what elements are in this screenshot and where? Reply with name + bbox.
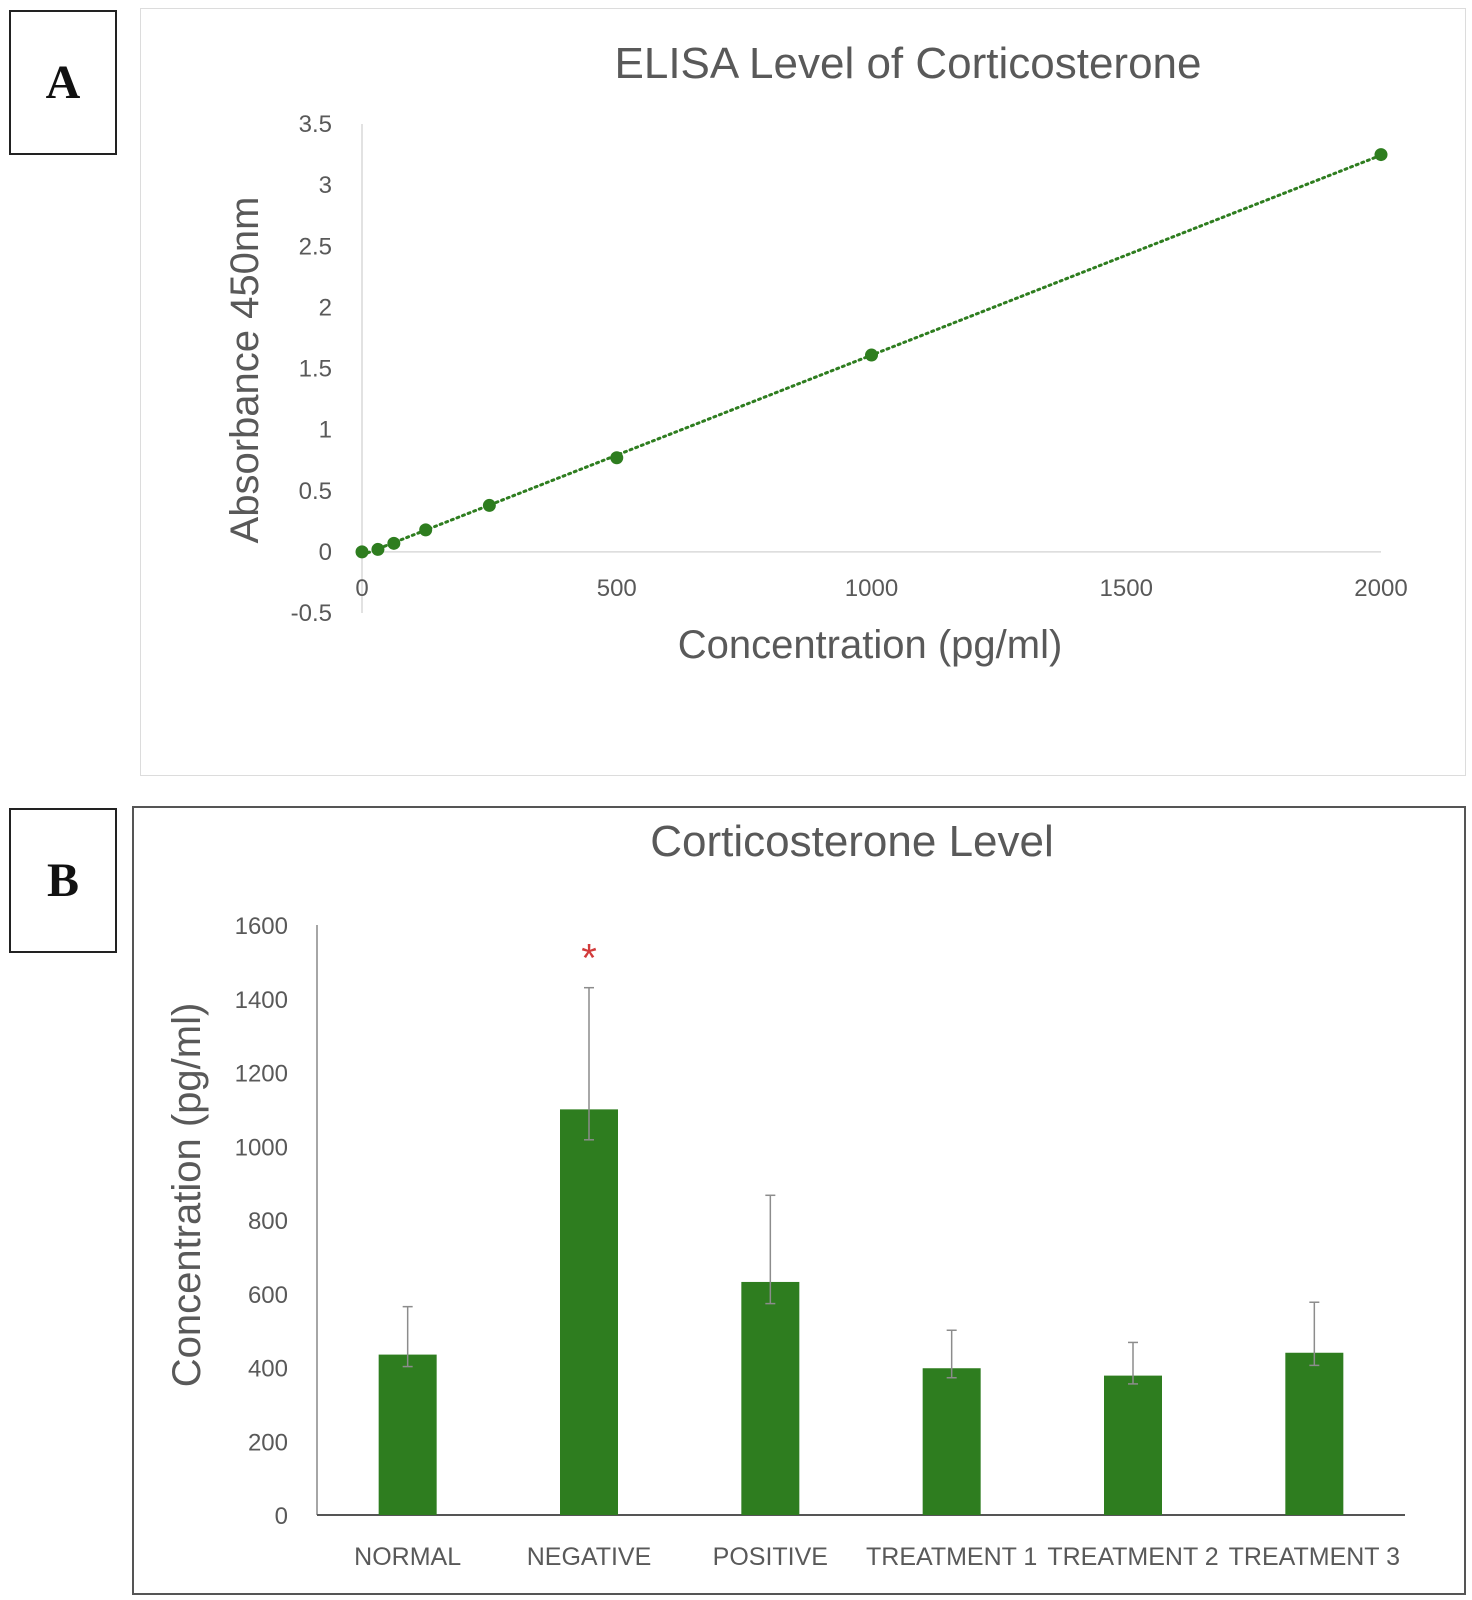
chart-b-category-label: TREATMENT 2 (1047, 1543, 1218, 1571)
chart-a-data-point (371, 542, 385, 556)
chart-b-title: Corticosterone Level (650, 817, 1054, 866)
standard-curve-panel (140, 8, 1466, 776)
chart-b-y-tick-label: 1000 (235, 1134, 288, 1161)
chart-a-y-tick-label: 1.5 (299, 356, 332, 383)
chart-a-y-axis-title: Absorbance 450nm (223, 197, 267, 544)
chart-a-y-tick-label: 1 (319, 417, 332, 444)
chart-b-y-tick-label: 1600 (235, 913, 288, 940)
chart-b-y-tick-label: 600 (248, 1282, 288, 1309)
chart-b-category-label: TREATMENT 1 (866, 1543, 1037, 1571)
chart-b-y-tick-label: 0 (275, 1503, 288, 1530)
chart-b-y-tick-label: 1400 (235, 987, 288, 1014)
corticosterone-bar-panel (132, 806, 1466, 1595)
standard-curve-chart: ELISA Level of Corticosterone Concentrat… (223, 39, 1408, 667)
chart-a-y-tick-label: 3.5 (299, 111, 332, 138)
chart-b-bar (1285, 1352, 1344, 1515)
chart-a-title: ELISA Level of Corticosterone (615, 39, 1202, 88)
chart-a-x-tick-label: 2000 (1354, 575, 1407, 602)
chart-a-y-tick-label: 3 (319, 172, 332, 199)
chart-b-bar (378, 1354, 437, 1515)
chart-b-bar (922, 1368, 981, 1515)
chart-a-data-point (610, 451, 624, 465)
chart-b-category-label: TREATMENT 3 (1229, 1543, 1400, 1571)
corticosterone-bar-chart: Corticosterone Level Concentration (pg/m… (165, 817, 1405, 1571)
chart-b-y-tick-label: 1200 (235, 1061, 288, 1088)
chart-a-data-point (387, 536, 401, 550)
chart-a-data-point (865, 348, 878, 362)
chart-b-y-tick-label: 200 (248, 1429, 288, 1456)
chart-a-y-tick-label: 0.5 (299, 478, 332, 505)
chart-a-y-tick-label: 0 (319, 539, 332, 566)
chart-a-y-tick-label: 2.5 (299, 233, 332, 260)
chart-a-x-tick-label: 0 (355, 575, 368, 602)
chart-b-significance-marker: * (581, 937, 597, 981)
chart-a-data-point (1374, 148, 1388, 162)
chart-a-x-axis-title: Concentration (pg/ml) (678, 623, 1063, 667)
chart-b-y-tick-label: 400 (248, 1356, 288, 1383)
chart-b-category-label: POSITIVE (713, 1543, 828, 1571)
chart-a-data-point (482, 498, 496, 512)
chart-a-y-tick-label: -0.5 (291, 600, 332, 627)
chart-b-y-axis-title: Concentration (pg/ml) (165, 1003, 209, 1388)
chart-b-bar (560, 1109, 618, 1515)
chart-a-data-point (419, 523, 433, 537)
chart-a-x-tick-label: 1000 (845, 575, 898, 602)
chart-b-y-tick-label: 800 (248, 1208, 288, 1235)
chart-a-x-tick-label: 1500 (1100, 575, 1153, 602)
panel-label-a: A (9, 10, 117, 155)
chart-b-category-label: NEGATIVE (527, 1543, 652, 1571)
chart-b-bar (1104, 1375, 1162, 1515)
chart-a-x-tick-label: 500 (597, 575, 637, 602)
chart-b-bar (741, 1281, 800, 1515)
panel-label-b: B (9, 808, 117, 953)
chart-a-y-tick-label: 2 (319, 294, 332, 321)
chart-b-category-label: NORMAL (354, 1543, 461, 1571)
chart-a-data-point (355, 545, 369, 559)
